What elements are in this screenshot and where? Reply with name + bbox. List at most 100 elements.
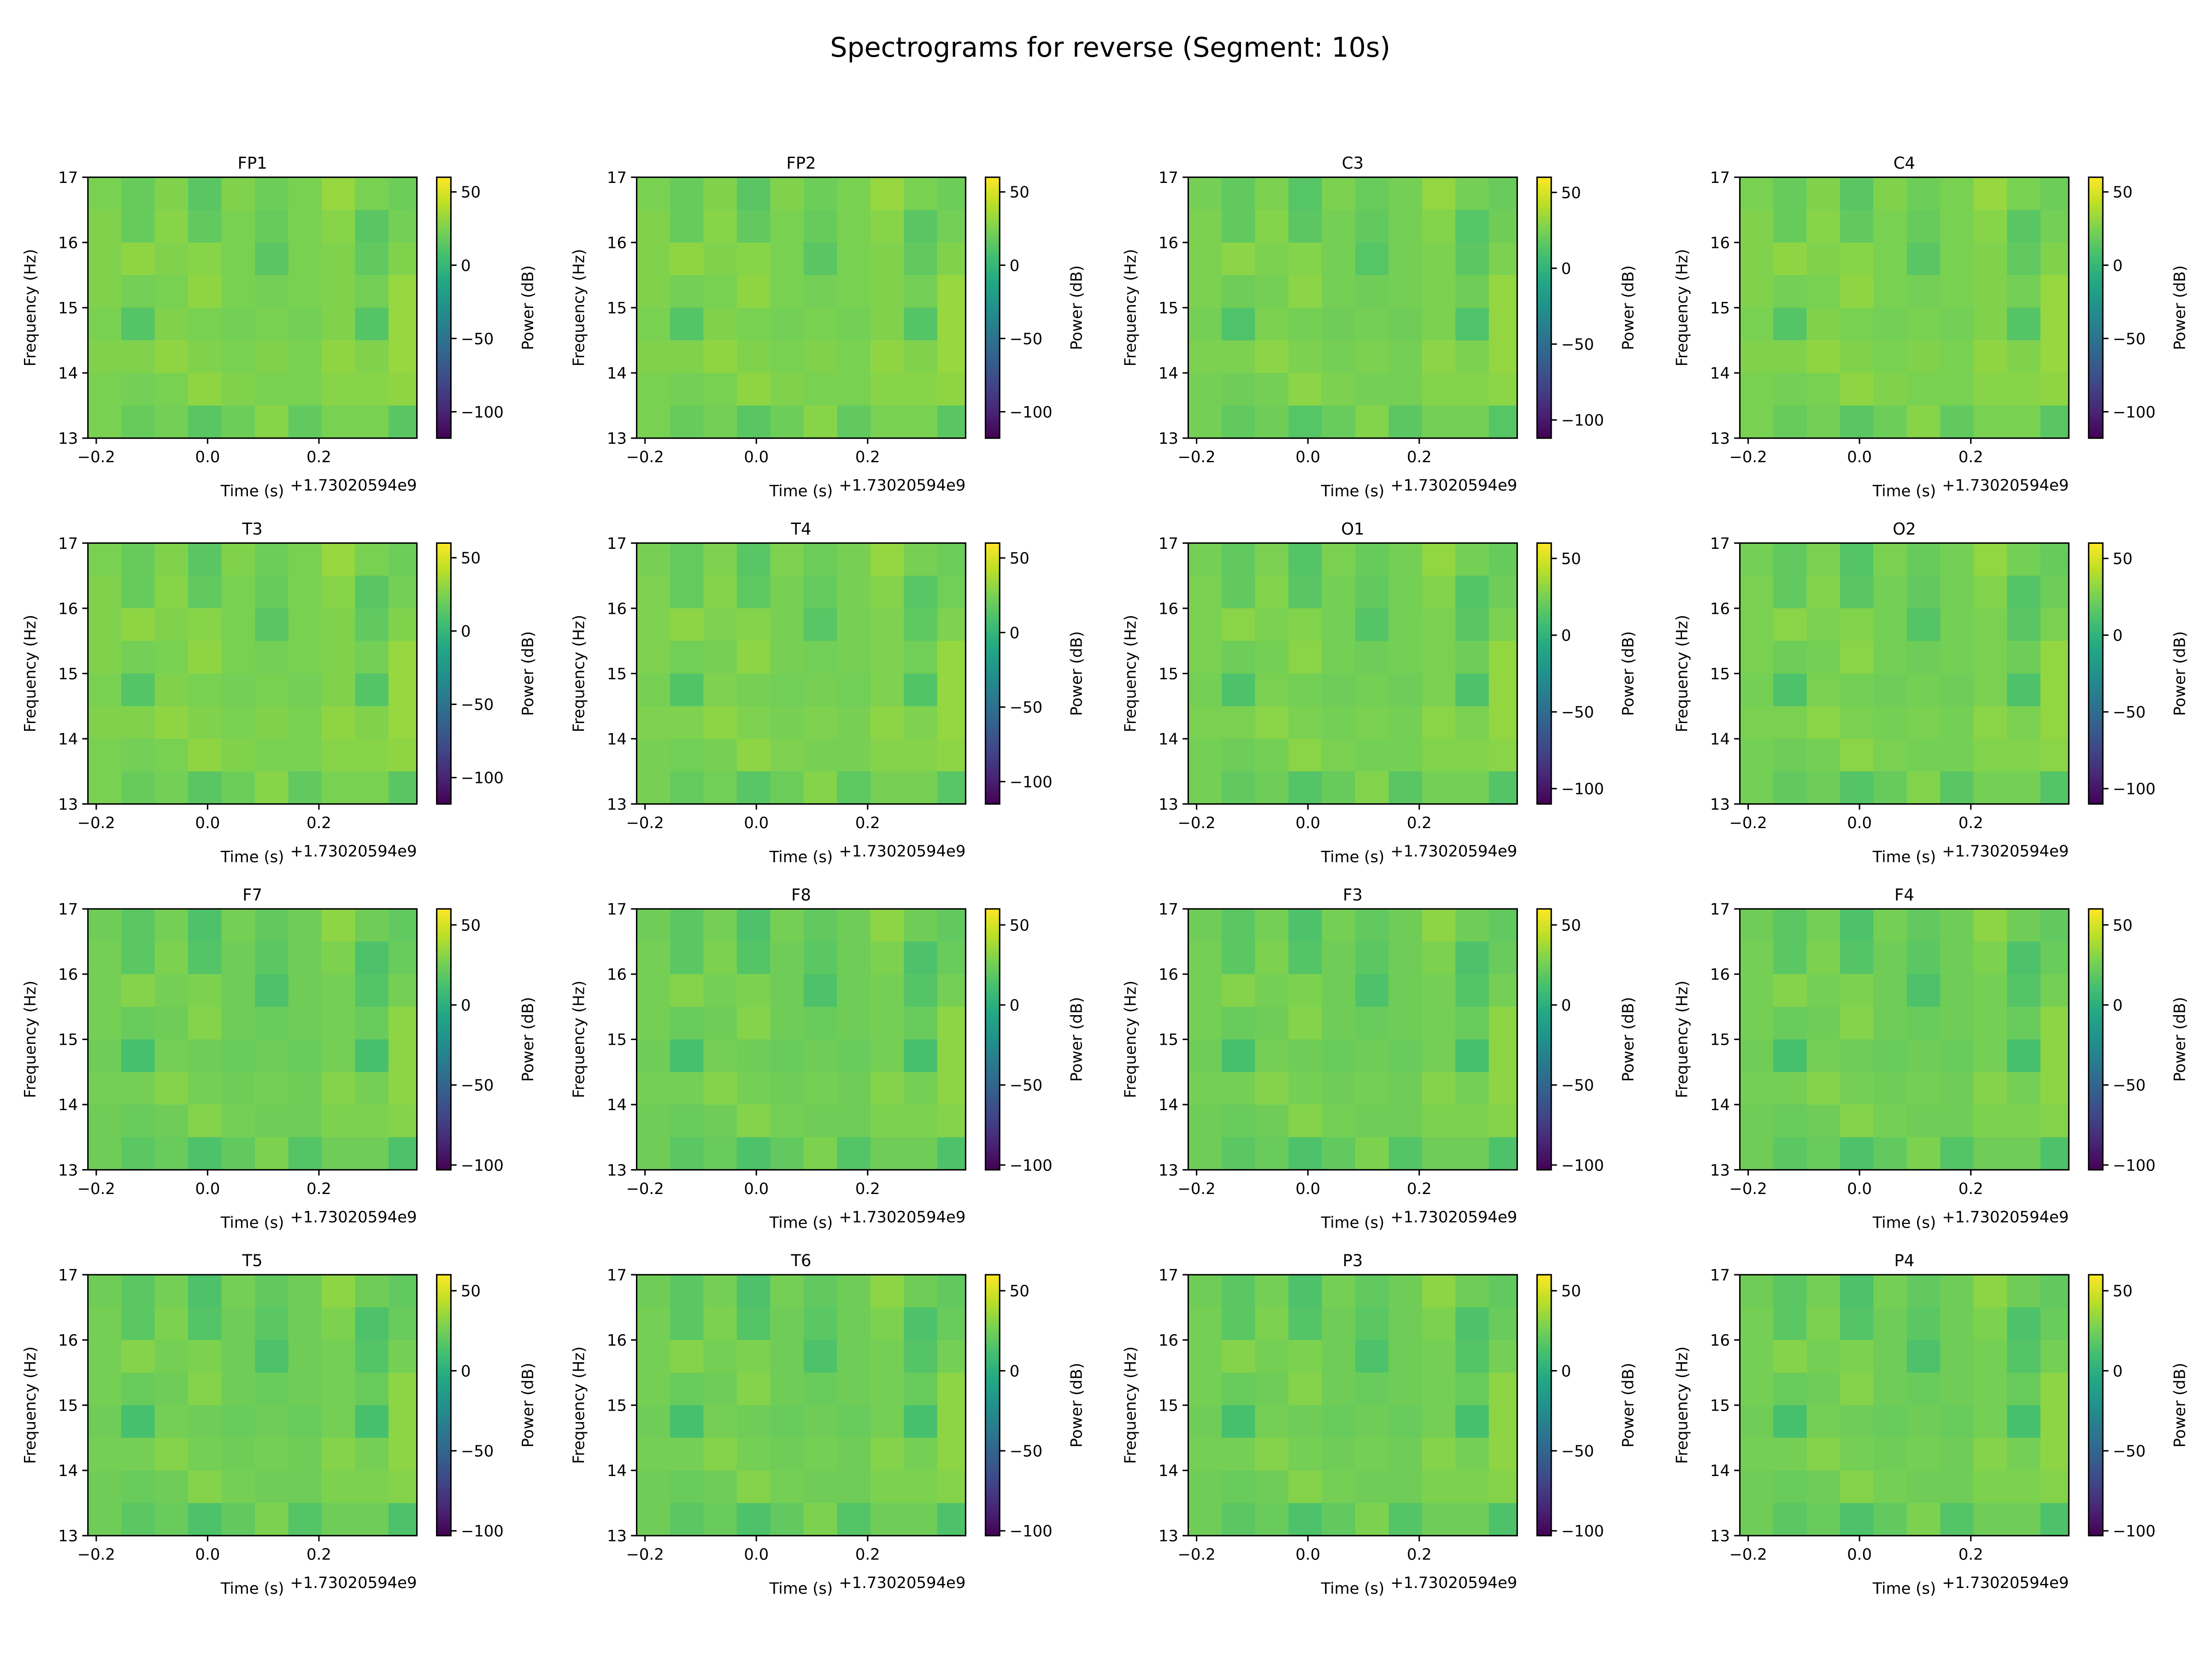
heatmap-cell: [121, 1372, 156, 1406]
heatmap-cell: [2040, 974, 2069, 1008]
x-tick-label: −0.2: [1178, 1546, 1216, 1564]
heatmap-cell: [1188, 974, 1223, 1008]
heatmap-cell: [221, 1372, 256, 1406]
heatmap-cell: [1873, 909, 1908, 942]
heatmap-cell: [1355, 1006, 1390, 1041]
heatmap-cell: [1455, 706, 1490, 740]
heatmap-cell: [288, 1275, 323, 1308]
heatmap-cell: [1873, 739, 1908, 772]
heatmap-cell: [837, 641, 871, 675]
heatmap-cell: [703, 1503, 738, 1536]
heatmap-cell: [1388, 1275, 1423, 1308]
heatmap-cell: [1806, 706, 1841, 740]
heatmap-cell: [88, 307, 123, 341]
heatmap-cell: [1488, 275, 1518, 309]
x-tick-label: 0.2: [1407, 448, 1432, 466]
colorbar-tick-label: −100: [461, 1156, 504, 1174]
heatmap-cell: [88, 1307, 123, 1341]
x-tick-label: 0.2: [1959, 1180, 1983, 1198]
heatmap-cell: [355, 1137, 389, 1170]
x-tick-label: −0.2: [1178, 448, 1216, 466]
heatmap-cell: [322, 974, 356, 1008]
heatmap-cell: [1940, 641, 1975, 675]
y-tick-label: 13: [1710, 1161, 1730, 1179]
heatmap-cell: [670, 1039, 705, 1073]
heatmap-cell: [1488, 1438, 1518, 1471]
colorbar-tick-label: 0: [1010, 624, 1020, 642]
heatmap-cell: [1255, 242, 1289, 276]
heatmap-cell: [1221, 1275, 1256, 1308]
heatmap-cell: [703, 641, 738, 675]
heatmap-cell: [154, 340, 189, 374]
heatmap-cell: [355, 275, 389, 309]
heatmap-cell: [937, 941, 966, 975]
y-axis-label: Frequency (Hz): [570, 1347, 588, 1464]
heatmap-cell: [803, 974, 838, 1008]
heatmap-cell: [870, 1340, 905, 1374]
heatmap-cell: [837, 1340, 871, 1374]
heatmap-cell: [870, 641, 905, 675]
heatmap-cell: [1773, 543, 1808, 577]
y-tick-label: 16: [607, 234, 627, 252]
heatmap-cell: [221, 1405, 256, 1439]
heatmap-cell: [1806, 543, 1841, 577]
colorbar-tick-label: 0: [1561, 996, 1571, 1014]
heatmap-cell: [255, 1340, 289, 1374]
heatmap-cell: [1806, 307, 1841, 341]
heatmap-cell: [355, 974, 389, 1008]
x-tick-label: 0.0: [1295, 814, 1320, 832]
heatmap-cell: [1488, 1006, 1518, 1041]
heatmap-cell: [2007, 373, 2041, 406]
heatmap-cell: [670, 406, 705, 438]
heatmap-cell: [1840, 739, 1875, 772]
heatmap-cell: [288, 1006, 323, 1041]
heatmap-cell: [870, 1104, 905, 1138]
heatmap-cell: [1873, 373, 1908, 406]
heatmap-cell: [870, 373, 905, 406]
heatmap-cell: [1488, 340, 1518, 374]
heatmap-cell: [937, 608, 966, 642]
colorbar-tick-label: −100: [1010, 773, 1053, 791]
heatmap-cell: [121, 1039, 156, 1073]
heatmap-cell: [1322, 543, 1356, 577]
heatmap-cell: [1906, 1072, 1941, 1106]
heatmap-cell: [1940, 340, 1975, 374]
heatmap-cell: [1940, 1006, 1975, 1041]
heatmap-cell: [1188, 909, 1223, 942]
heatmap-cell: [837, 576, 871, 609]
heatmap-cell: [803, 909, 838, 942]
heatmap-cell: [870, 1275, 905, 1308]
heatmap-cell: [1840, 1275, 1875, 1308]
heatmap: [1740, 1275, 2069, 1536]
heatmap-cell: [1940, 673, 1975, 707]
heatmap-cell: [2007, 1104, 2041, 1138]
x-tick-label: 0.0: [1295, 448, 1320, 466]
heatmap-cell: [2040, 673, 2069, 707]
colorbar-tick-label: −100: [2113, 1522, 2156, 1540]
heatmap-cell: [636, 1072, 671, 1106]
heatmap-cell: [1255, 1372, 1289, 1406]
subplot-title: F3: [1343, 886, 1363, 905]
heatmap-cell: [154, 275, 189, 309]
heatmap-cell: [188, 373, 223, 406]
heatmap-cell: [154, 1372, 189, 1406]
heatmap-cell: [904, 177, 938, 211]
heatmap-cell: [703, 608, 738, 642]
heatmap-cell: [121, 1438, 156, 1471]
heatmap-cell: [937, 739, 966, 772]
y-tick-label: 15: [1710, 665, 1730, 683]
heatmap-cell: [88, 641, 123, 675]
heatmap-cell: [1255, 1340, 1289, 1374]
heatmap-cell: [121, 307, 156, 341]
heatmap-cell: [703, 1372, 738, 1406]
heatmap-cell: [1740, 1503, 1774, 1536]
colorbar: [2088, 542, 2104, 805]
colorbar-label: Power (dB): [1619, 1363, 1637, 1447]
colorbar-label: Power (dB): [519, 997, 537, 1082]
heatmap-cell: [1873, 1137, 1908, 1170]
heatmap-cell: [870, 1307, 905, 1341]
heatmap-cell: [1422, 739, 1457, 772]
heatmap-cell: [121, 909, 156, 942]
heatmap-cell: [1940, 1307, 1975, 1341]
